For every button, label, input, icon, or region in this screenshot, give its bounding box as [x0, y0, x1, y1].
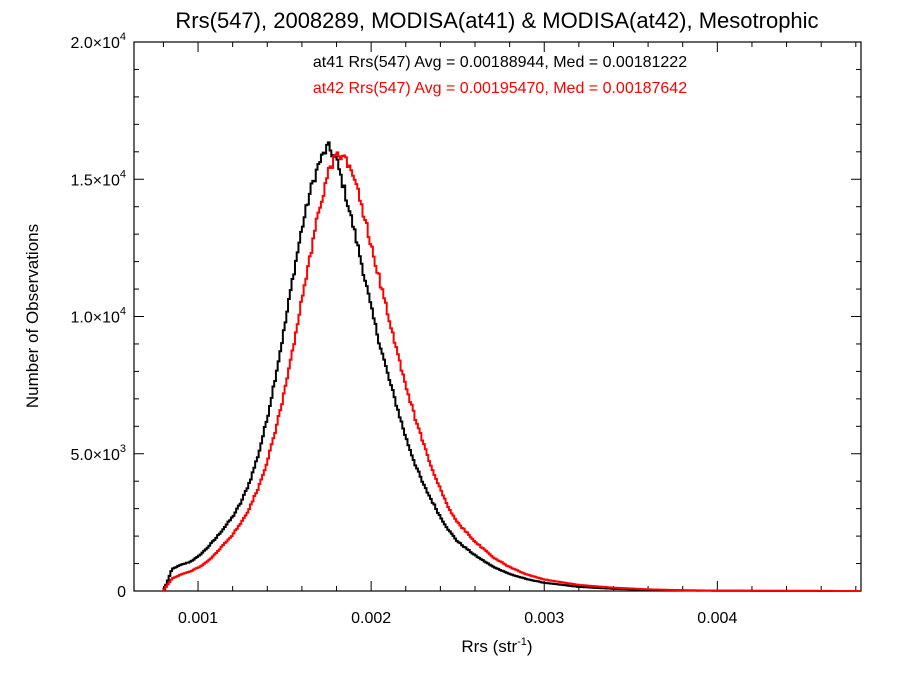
x-tick-label: 0.001 [178, 610, 218, 627]
series-layer [162, 141, 861, 592]
series-line-at41 [162, 141, 861, 592]
series-line-at42 [162, 151, 861, 592]
y-tick-label: 1.5×104 [70, 168, 126, 189]
y-axis-ticks: 0 5.0×103 1.0×104 1.5×104 2.0×104 [70, 31, 861, 601]
y-tick-label: 2.0×104 [70, 31, 126, 52]
x-tick-label: 0.003 [524, 610, 564, 627]
x-axis-label: Rrs (str-1) [461, 636, 532, 656]
annotation-at41: at41 Rrs(547) Avg = 0.00188944, Med = 0.… [313, 54, 687, 71]
x-axis-ticks: 0.001 0.002 0.003 0.004 [162, 42, 857, 627]
y-tick-label: 5.0×103 [70, 443, 126, 464]
x-tick-label: 0.004 [697, 610, 737, 627]
y-axis-label: Number of Observations [23, 224, 42, 408]
y-tick-label: 1.0×104 [70, 306, 126, 327]
plot-frame [133, 41, 862, 592]
y-tick-label: 0 [117, 584, 126, 601]
chart-title: Rrs(547), 2008289, MODISA(at41) & MODISA… [175, 8, 818, 33]
annotation-at42: at42 Rrs(547) Avg = 0.00195470, Med = 0.… [313, 80, 687, 97]
x-tick-label: 0.002 [351, 610, 391, 627]
